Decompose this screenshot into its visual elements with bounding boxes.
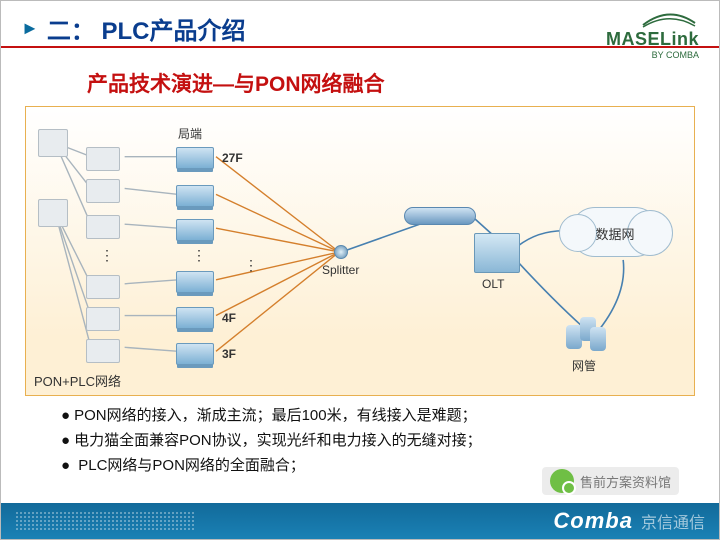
olt-device <box>474 233 520 273</box>
switch-device <box>176 343 214 365</box>
onu-box <box>86 307 120 331</box>
logo-subtext: BY COMBA <box>606 50 699 60</box>
vdots-icon: ⋮ <box>100 247 114 264</box>
cloud-label: 数据网 <box>571 224 659 243</box>
switch-device <box>176 271 214 293</box>
label-olt: OLT <box>482 277 504 291</box>
network-diagram: 数据网 局端 27F 4F 3F Splitter OLT 网管 PON+PLC… <box>25 106 695 396</box>
bullet-item: PON网络的接入，渐成主流；最后100米，有线接入是难题； <box>61 404 699 425</box>
onu-box <box>86 339 120 363</box>
footer-pattern-icon <box>15 511 195 531</box>
label-27f: 27F <box>222 151 243 165</box>
onu-box <box>86 215 120 239</box>
header-divider <box>1 46 719 48</box>
bullet-list: PON网络的接入，渐成主流；最后100米，有线接入是难题； 电力猫全面兼容PON… <box>61 404 699 475</box>
logo-swoosh-icon <box>639 9 699 29</box>
wechat-icon <box>550 469 574 493</box>
vdots-icon: ⋮ <box>192 247 206 264</box>
slide: ► 二： PLC产品介绍 MASELink BY COMBA 产品技术演进—与P… <box>0 0 720 540</box>
footer-cn: 京信通信 <box>641 509 705 533</box>
label-4f: 4F <box>222 311 236 325</box>
brand-logo: MASELink BY COMBA <box>606 9 699 60</box>
terminal-device <box>38 199 68 227</box>
label-ponplc: PON+PLC网络 <box>34 371 121 390</box>
label-juduan: 局端 <box>178 125 202 142</box>
watermark: 售前方案资料馆 <box>542 467 679 495</box>
server-icon <box>566 317 602 353</box>
bullet-item: 电力猫全面兼容PON协议，实现光纤和电力接入的无缝对接； <box>61 429 699 450</box>
onu-box <box>86 147 120 171</box>
onu-box <box>86 275 120 299</box>
vdots-icon: ⋮ <box>244 257 258 274</box>
onu-box <box>86 179 120 203</box>
modem-device <box>404 207 476 225</box>
watermark-text: 售前方案资料馆 <box>580 472 671 491</box>
footer-bar: Comba 京信通信 <box>1 503 719 539</box>
switch-device <box>176 185 214 207</box>
label-3f: 3F <box>222 347 236 361</box>
slide-title: 二： PLC产品介绍 <box>47 11 246 46</box>
switch-device <box>176 219 214 241</box>
footer-brand: Comba <box>553 508 633 534</box>
switch-device <box>176 147 214 169</box>
title-bullet-icon: ► <box>21 18 39 39</box>
label-server: 网管 <box>572 357 596 374</box>
splitter-node <box>334 245 348 259</box>
label-splitter: Splitter <box>322 263 359 277</box>
header: ► 二： PLC产品介绍 MASELink BY COMBA <box>1 1 719 50</box>
terminal-device <box>38 129 68 157</box>
subtitle: 产品技术演进—与PON网络融合 <box>87 68 719 98</box>
cloud-icon: 数据网 <box>570 207 660 257</box>
switch-device <box>176 307 214 329</box>
